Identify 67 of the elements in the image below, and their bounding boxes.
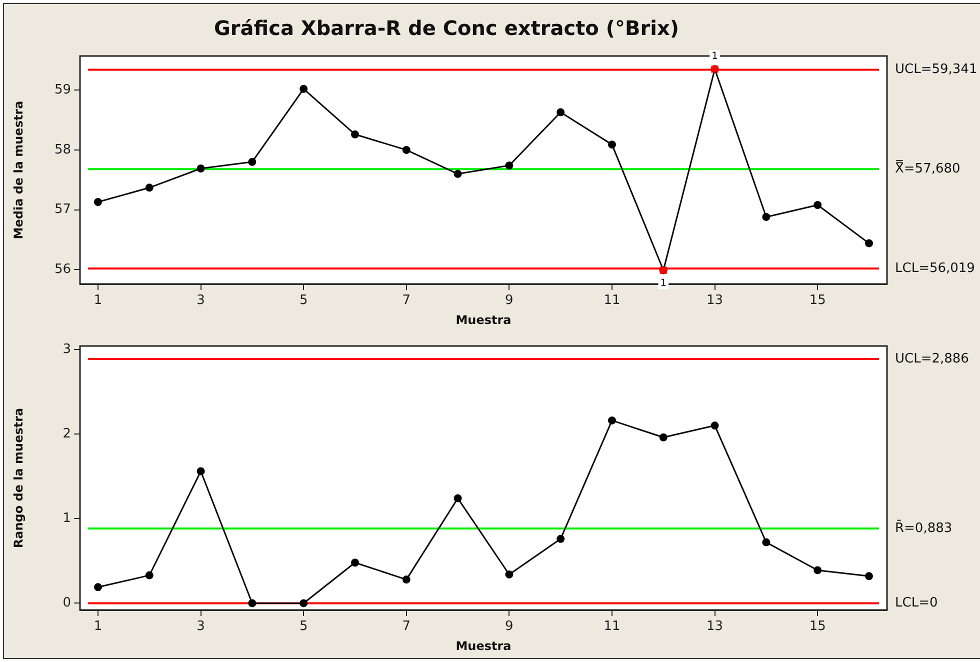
x-tick-label: 1 [94,619,102,634]
x-tick-label: 13 [706,293,724,308]
x-tick-label: 1 [94,293,102,308]
point [556,108,565,116]
x-tick-label: 15 [809,619,826,634]
y-tick-label: 3 [62,342,71,357]
ref-line-label: LCL=0 [895,596,938,611]
point [454,170,462,178]
x-tick-label: 7 [402,293,411,308]
point [94,198,102,206]
point [196,467,205,476]
y-tick-label: 59 [54,82,71,98]
y-tick-label: 2 [62,426,71,442]
point [402,576,410,584]
point [608,140,616,149]
x-tick-label: 3 [196,293,205,308]
x-tick-label: 7 [402,619,411,634]
annotation: 1 [712,50,718,62]
point [248,599,256,608]
x-tick-label: 3 [196,619,205,634]
point [94,583,102,592]
y-axis-title: Rango de la muestra [11,408,26,548]
x-tick-label: 5 [299,293,308,308]
point [402,146,410,154]
x-tick-label: 11 [604,619,620,634]
chart-title: Gráfica Xbarra-R de Conc extracto (°Brix) [214,16,679,40]
x-tick-label: 9 [505,619,514,634]
ref-line-label: UCL=2,886 [895,351,969,366]
y-tick-label: 56 [54,262,71,278]
ref-line-label: R̄=0,883 [895,520,952,536]
x-axis-title: Muestra [456,638,512,653]
point [454,494,462,502]
point [300,599,308,608]
point [814,566,822,574]
point [145,184,154,192]
y-tick-label: 1 [62,510,71,526]
x-tick-label: 15 [809,293,826,308]
point [865,572,874,580]
point [145,571,154,580]
annotation: 1 [660,278,667,289]
point [814,201,822,210]
ref-line-label: X̿=57,680 [895,160,960,176]
x-tick-label: 9 [505,293,514,308]
point [505,162,514,170]
y-tick-label: 58 [54,142,71,158]
point [248,158,256,166]
point [659,433,668,442]
x-tick-label: 5 [299,619,308,634]
x-axis-title: Muestra [456,312,512,327]
x-tick-label: 11 [604,293,620,308]
x-tick-label: 13 [706,619,724,634]
point [350,130,359,138]
point [762,538,770,546]
point [762,212,770,221]
point [505,570,514,578]
y-axis-title: Media de la muestra [11,100,26,240]
ref-line-label: LCL=56,019 [895,260,975,276]
point [608,416,616,424]
ref-line-label: UCL=59,341 [895,62,978,78]
point [196,164,205,173]
point [710,422,719,430]
y-tick-label: 57 [54,202,71,218]
point [865,239,874,248]
y-tick-label: 0 [62,596,71,611]
point [350,558,359,567]
point [556,534,565,543]
point [300,84,308,93]
